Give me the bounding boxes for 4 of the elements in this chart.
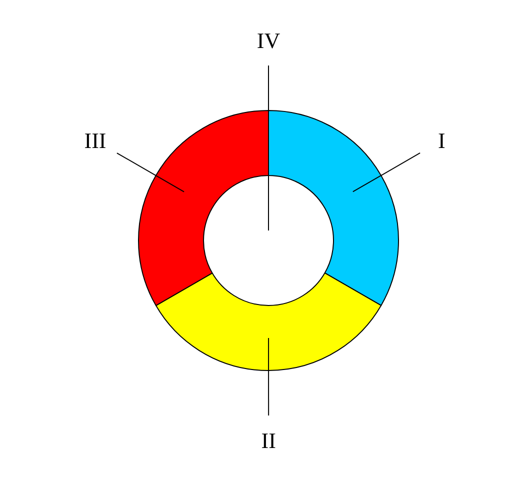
slice-label: III — [84, 128, 106, 154]
slice-label: II — [261, 428, 276, 453]
category-label: IV — [256, 28, 280, 53]
slice-label: I — [438, 128, 446, 153]
